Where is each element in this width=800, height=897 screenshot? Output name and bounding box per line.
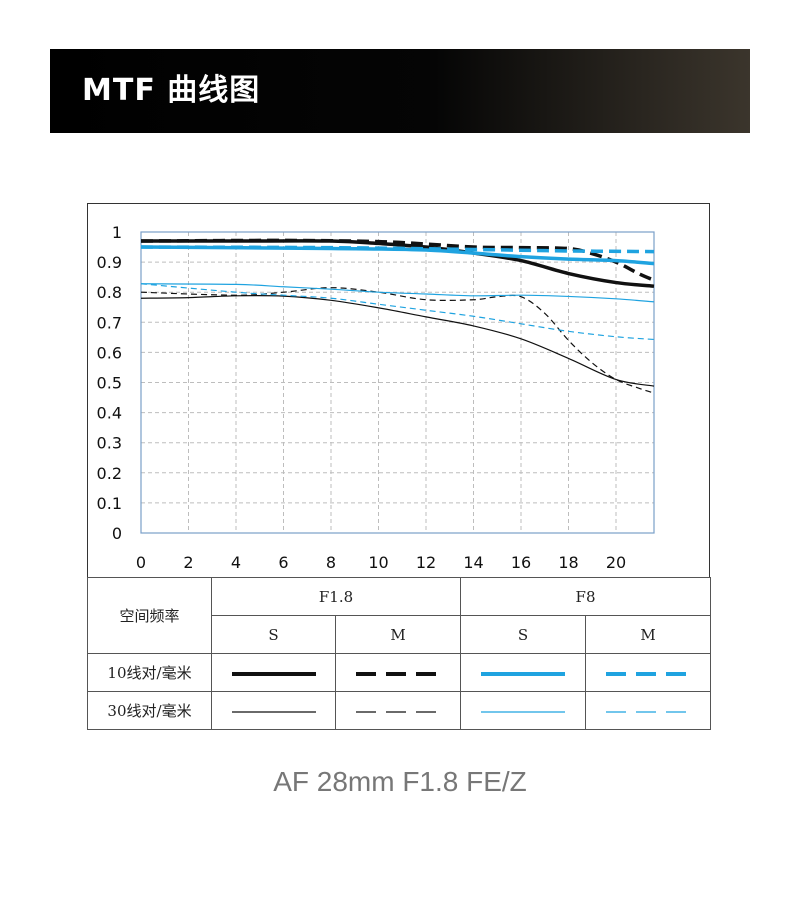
y-tick-label: 0.4 [97,404,122,423]
page-title: MTF 曲线图 [82,73,261,108]
series-line [140,238,655,282]
legend-swatch-f8-m-30 [585,691,712,730]
legend-swatch-f18-s-10 [211,653,336,692]
series-line [140,294,655,387]
series-line [140,283,655,303]
x-tick-label: 10 [368,553,388,572]
legend-corner-label: 空间频率 [87,577,212,654]
series-line [140,283,655,341]
plot-area-border [140,231,655,534]
x-tick-label: 12 [416,553,436,572]
series-line [140,287,655,394]
legend-swatch-f18-s-30 [211,691,336,730]
y-tick-label: 1 [112,223,122,242]
x-tick-label: 14 [463,553,483,572]
legend-swatch-f8-s-30 [460,691,587,730]
y-tick-label: 0.8 [97,283,122,302]
chart-frame [87,203,710,578]
legend-group-f18: F1.8 [210,577,462,616]
legend-group-f8: F8 [460,577,712,616]
x-tick-label: 0 [136,553,146,572]
x-tick-label: 8 [326,553,336,572]
series-line [140,245,655,254]
legend-sub-label: M [585,615,712,654]
x-tick-label: 6 [278,553,288,572]
x-tick-label: 20 [606,553,626,572]
legend-row-label: 30线对/毫米 [87,691,212,730]
legend-row-label: 10线对/毫米 [87,653,212,692]
y-tick-label: 0.5 [97,374,122,393]
y-tick-label: 0.7 [97,313,122,332]
legend-swatch-f8-m-10 [585,653,712,692]
legend-swatch-f8-s-10 [460,653,587,692]
legend-swatch-f18-m-30 [334,691,462,730]
y-tick-label: 0.3 [97,434,122,453]
x-tick-label: 4 [231,553,241,572]
y-tick-label: 0 [112,524,122,543]
y-tick-label: 0.6 [97,343,122,362]
x-tick-label: 2 [183,553,193,572]
legend-sub-label: S [460,615,587,654]
legend-swatch-f18-m-10 [334,653,462,692]
legend-sub-label: M [334,615,462,654]
y-tick-label: 0.9 [97,253,122,272]
legend-table: 空间频率 F1.8 F8 S M S M 10线对/毫米 30线对/毫米 [87,577,712,730]
lens-caption: AF 28mm F1.8 FE/Z [273,766,527,797]
y-tick-label: 0.2 [97,464,122,483]
y-tick-label: 0.1 [97,494,122,513]
legend-sub-label: S [211,615,336,654]
title-banner: MTF 曲线图 [50,49,750,133]
x-tick-label: 18 [558,553,578,572]
x-tick-label: 16 [511,553,531,572]
